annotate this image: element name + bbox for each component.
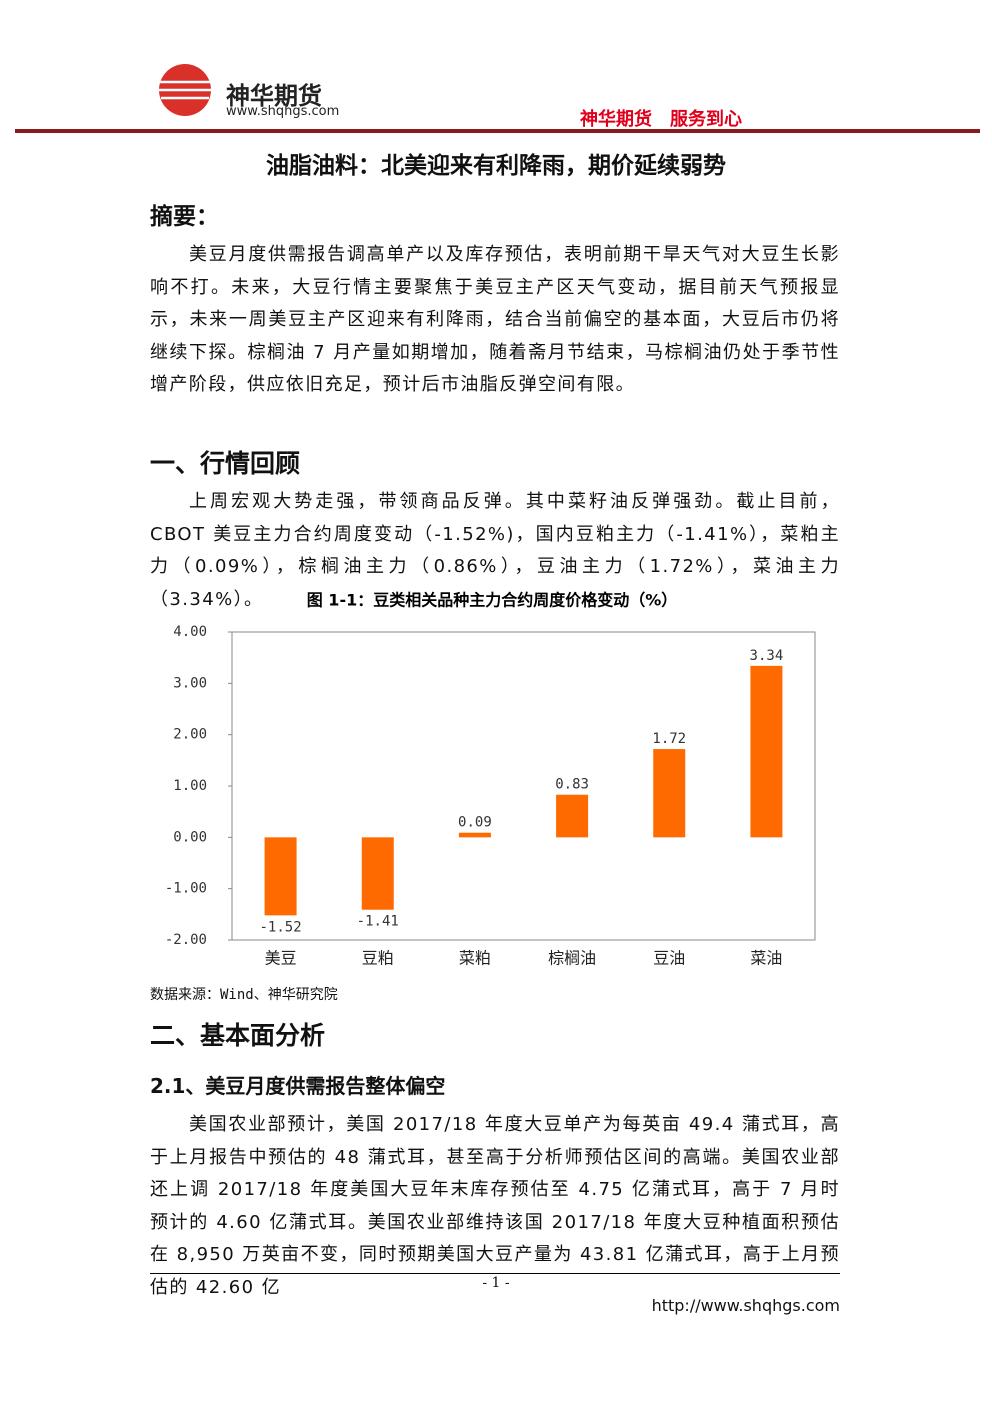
x-tick-label: 菜粕 <box>459 949 491 968</box>
bar <box>556 794 589 838</box>
value-label: 3.34 <box>750 648 784 664</box>
footer-rule <box>150 1273 840 1274</box>
y-tick-label: 2.00 <box>173 727 207 743</box>
header-rule <box>15 129 980 133</box>
slogan: 神华期货 服务到心 <box>580 109 742 130</box>
logo-name: 神华期货 <box>226 82 322 110</box>
y-tick-label: 3.00 <box>173 675 207 691</box>
y-tick-label: 0.00 <box>173 829 207 845</box>
footer-url: http://www.shqhgs.com <box>651 1296 840 1315</box>
value-label: 0.09 <box>458 815 492 831</box>
subheading: 2.1、美豆月度供需报告整体偏空 <box>150 1074 446 1098</box>
section-text: 美国农业部预计，美国 2017/18 年度大豆单产为每英亩 49.4 蒲式耳，高… <box>150 1114 840 1298</box>
source-note: 数据来源：Wind、神华研究院 <box>150 987 338 1003</box>
bar <box>750 665 783 838</box>
doc-title: 油脂油料：北美迎来有利降雨，期价延续弱势 <box>266 153 726 179</box>
value-label: -1.41 <box>357 914 399 930</box>
bar <box>264 837 297 916</box>
plot-frame <box>231 631 816 941</box>
value-label: 0.83 <box>555 777 589 793</box>
section-text: 上周宏观大势走强，带领商品反弹。其中菜籽油反弹强劲。截止目前，CBOT 美豆主力… <box>150 491 840 610</box>
value-label: 1.72 <box>652 731 686 747</box>
chart-title: 图 1-1：豆类相关品种主力合约周度价格变动（%） <box>307 591 678 610</box>
x-tick-label: 豆油 <box>653 949 685 968</box>
abstract-text: 美豆月度供需报告调高单产以及库存预估，表明前期干旱天气对大豆生长影响不打。未来，… <box>150 244 840 395</box>
bar <box>361 837 394 910</box>
logo-url: www.shqhgs.com <box>226 104 340 119</box>
y-tick-label: -1.00 <box>165 881 207 897</box>
y-tick-label: 1.00 <box>173 778 207 794</box>
abstract-heading: 摘要： <box>150 204 219 230</box>
section-heading: 二、基本面分析 <box>150 1021 326 1050</box>
bar <box>458 832 491 838</box>
x-tick-label: 棕榈油 <box>548 949 596 968</box>
y-tick-label: 4.00 <box>173 624 207 640</box>
x-tick-label: 美豆 <box>265 949 297 968</box>
section-heading: 一、行情回顾 <box>150 449 301 478</box>
chart: 图 1-1：豆类相关品种主力合约周度价格变动（%） -2.00 -1.00 0.00… <box>165 591 816 968</box>
value-label: -1.52 <box>260 919 302 935</box>
bar <box>653 749 686 838</box>
x-tick-label: 豆粕 <box>362 949 394 968</box>
y-tick-label: -2.00 <box>165 932 207 948</box>
logo-mark <box>159 64 211 116</box>
x-tick-label: 菜油 <box>750 949 782 968</box>
page-number: - 1 - <box>482 1275 510 1291</box>
